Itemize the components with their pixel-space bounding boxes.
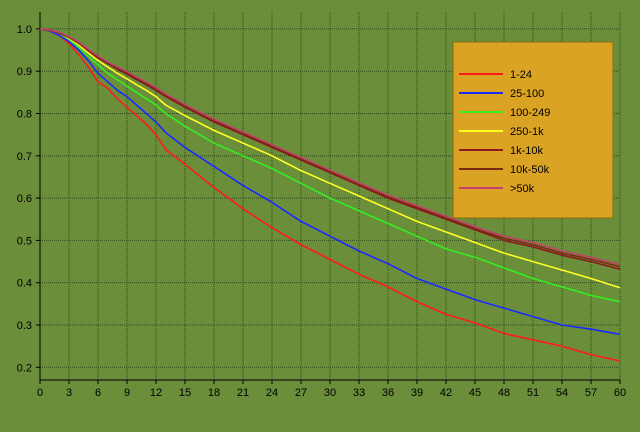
y-tick-label: 0.6 [17, 193, 32, 205]
x-tick-label: 33 [353, 387, 365, 399]
legend-label: 1k-10k [510, 145, 544, 157]
legend: 1-24 25-100 100-249 250-1k 1k-10k 10k-50k >50k [452, 41, 614, 219]
legend-label: 250-1k [510, 126, 544, 138]
x-tick-label: 21 [237, 387, 249, 399]
x-tick-label: 18 [208, 387, 220, 399]
series-line-1 [39, 28, 621, 336]
y-tick-label: 0.9 [17, 66, 32, 78]
y-tick-label: 0.7 [17, 151, 32, 163]
x-tick-label: 15 [179, 387, 191, 399]
series-line-3 [39, 28, 621, 289]
series-lines [39, 28, 621, 362]
x-tick-label: 45 [469, 387, 481, 399]
x-tick-label: 12 [150, 387, 162, 399]
x-tick-label: 9 [124, 387, 130, 399]
x-tick-label: 54 [556, 387, 568, 399]
x-tick-label: 30 [324, 387, 336, 399]
legend-label: >50k [510, 183, 535, 195]
legend-label: 1-24 [510, 69, 532, 81]
x-tick-label: 36 [382, 387, 394, 399]
x-tick-label: 42 [440, 387, 452, 399]
y-tick-label: 0.2 [17, 362, 32, 374]
legend-label: 10k-50k [510, 164, 550, 176]
y-tick-label: 0.4 [17, 278, 32, 290]
x-tick-label: 60 [614, 387, 626, 399]
series-line-6 [39, 28, 621, 266]
x-tick-label: 51 [527, 387, 539, 399]
y-tick-label: 1.0 [17, 24, 32, 36]
x-tick-label: 57 [585, 387, 597, 399]
x-tick-label: 6 [95, 387, 101, 399]
x-tick-label: 48 [498, 387, 510, 399]
x-tick-label: 3 [66, 387, 72, 399]
legend-label: 100-249 [510, 107, 550, 119]
series-line-2 [39, 28, 621, 303]
y-tick-label: 0.3 [17, 320, 32, 332]
legend-label: 25-100 [510, 88, 544, 100]
x-tick-label: 27 [295, 387, 307, 399]
axes: 0 3 6 9 12 15 18 21 24 27 30 33 36 39 42 45 48 51 54 57 600.… [17, 12, 626, 399]
x-tick-label: 0 [37, 387, 43, 399]
series-line-0 [39, 28, 621, 362]
y-tick-label: 0.5 [17, 235, 32, 247]
x-tick-label: 39 [411, 387, 423, 399]
x-tick-label: 24 [266, 387, 278, 399]
y-tick-label: 0.8 [17, 109, 32, 121]
